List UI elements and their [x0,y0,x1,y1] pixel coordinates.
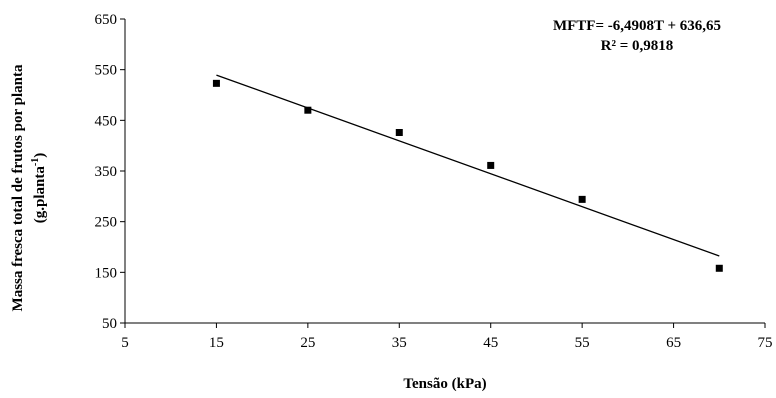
x-tick-label: 45 [483,335,498,351]
y-tick-label: 150 [95,265,118,281]
trendline-equation: MFTF= -6,4908T + 636,65 [553,18,721,34]
data-point [395,128,403,136]
y-axis-title-line2: (g.planta-1) [30,153,48,223]
y-axis-title-close: ) [32,153,48,158]
x-tick-label: 55 [575,335,590,351]
y-axis-title-unit: (g.planta [32,166,48,224]
x-tick-label: 25 [300,335,315,351]
data-point [715,264,723,272]
y-axis-title: Massa fresca total de frutos por planta … [10,64,48,311]
y-tick-label: 350 [95,164,118,180]
y-axis-title-superscript: -1 [30,158,41,166]
x-axis-title: Tensão (kPa) [403,376,486,392]
y-tick-label: 50 [102,316,117,332]
y-axis-title-line1: Massa fresca total de frutos por planta [10,64,26,311]
data-points [212,79,723,272]
plot-area [124,19,765,324]
data-point [304,106,312,114]
y-axis-ticks: 50 150 250 350 450 550 650 [95,12,125,332]
data-point [487,161,495,169]
y-tick-label: 650 [95,12,118,28]
y-tick-label: 450 [95,113,118,129]
x-tick-label: 75 [758,335,773,351]
y-tick-label: 250 [95,215,118,231]
data-point [578,195,586,203]
r-squared-label: R² = 0,9818 [601,38,674,54]
x-axis-ticks: 5 15 25 35 45 55 65 75 [121,323,773,351]
x-tick-label: 35 [392,335,407,351]
x-tick-label: 5 [121,335,129,351]
data-point [212,79,220,87]
x-tick-label: 15 [209,335,224,351]
x-tick-label: 65 [666,335,681,351]
trendline-group [216,74,720,257]
y-tick-label: 550 [95,63,118,79]
trendline [216,74,720,257]
